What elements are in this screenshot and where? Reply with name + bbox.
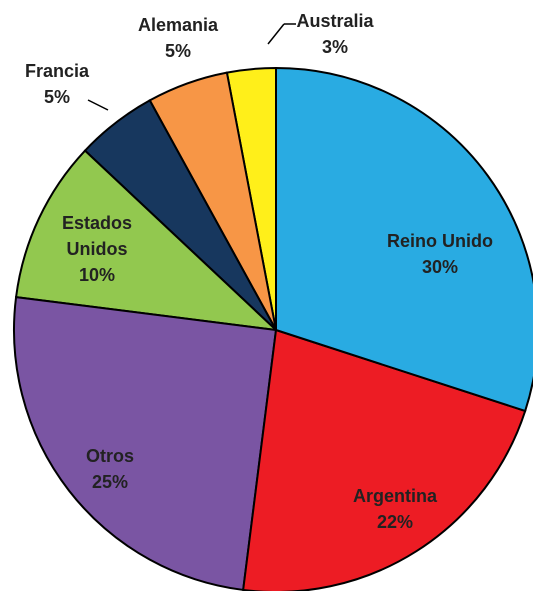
value-label: 30% <box>421 257 459 277</box>
value-label: 3% <box>321 37 348 57</box>
pie-slice <box>14 149 279 332</box>
slice-label: Alemania 5% <box>123 12 233 64</box>
value-label: 25% <box>91 472 129 492</box>
pie-slice <box>275 66 533 413</box>
value-label: 22% <box>376 512 414 532</box>
category-label: Estados Unidos <box>61 213 133 259</box>
category-label: Alemania <box>137 15 219 35</box>
category-label: Reino Unido <box>387 231 493 251</box>
leader-line <box>87 99 109 111</box>
value-label: 5% <box>43 87 70 107</box>
slice-label: Otros 25% <box>50 443 170 495</box>
slice-label: Reino Unido 30% <box>340 228 533 280</box>
slice-label: Francia 5% <box>7 58 107 110</box>
slice-label: Argentina 22% <box>315 483 475 535</box>
leader-line <box>267 23 285 45</box>
pie-slice <box>242 328 527 591</box>
category-label: Australia <box>296 11 374 31</box>
slice-label: Australia 3% <box>280 8 390 60</box>
category-label: Francia <box>24 61 90 81</box>
value-label: 10% <box>78 265 116 285</box>
pie-slice <box>13 296 278 591</box>
value-label: 5% <box>164 41 191 61</box>
category-label: Argentina <box>352 486 437 506</box>
slice-label: Estados Unidos 10% <box>52 210 142 288</box>
category-label: Otros <box>85 446 134 466</box>
